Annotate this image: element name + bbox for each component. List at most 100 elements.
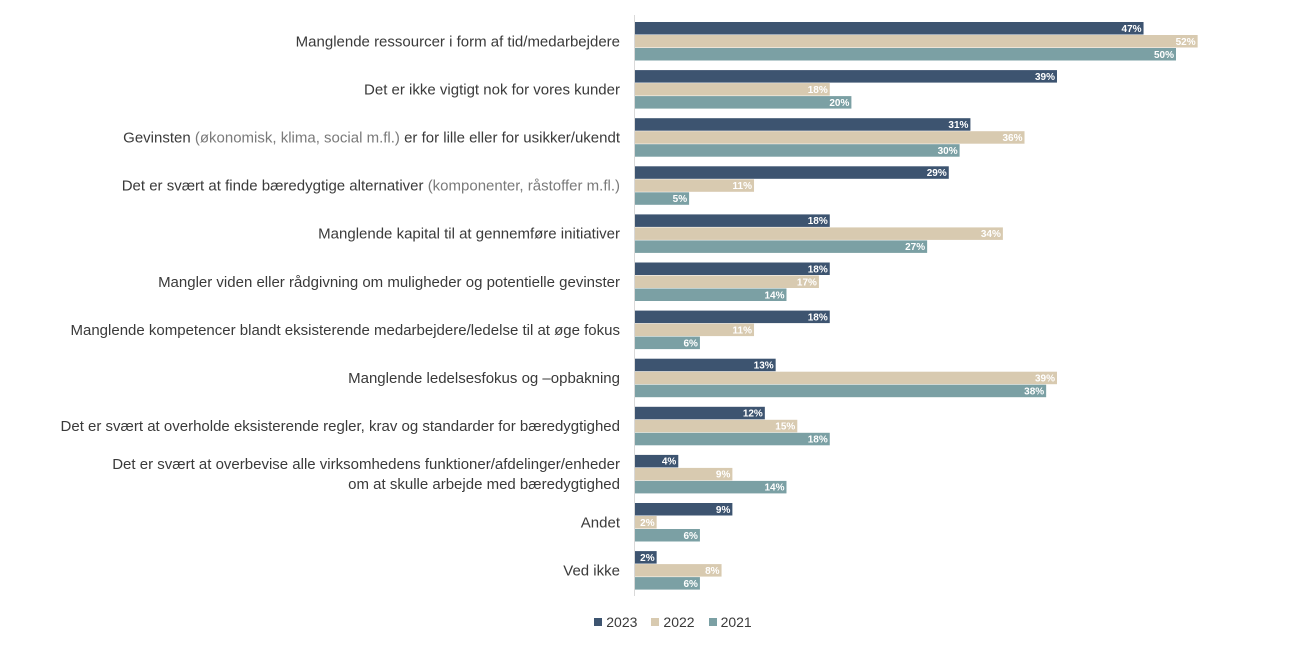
bar-2022	[635, 131, 1025, 144]
data-label: 29%	[927, 168, 947, 179]
category-label-part: Manglende ressourcer i form af tid/medar…	[296, 33, 620, 50]
data-label: 8%	[705, 566, 720, 577]
bar-2023	[635, 358, 776, 372]
data-label: 39%	[1035, 373, 1055, 384]
category-label-part: Manglende ledelsesfokus og –opbakning	[348, 370, 620, 387]
bar-2022	[635, 227, 1003, 240]
category-label: Det er svært at overholde eksisterende r…	[61, 418, 620, 435]
category-label-part: (økonomisk, klima, social m.fl.)	[195, 129, 400, 146]
bar-2022	[635, 323, 755, 337]
data-label: 30%	[938, 146, 958, 157]
category-label-part: Ved ikke	[563, 562, 620, 579]
category-label: Det er ikke vigtigt nok for vores kunder	[364, 81, 620, 98]
category-label: Mangler viden eller rådgivning om muligh…	[158, 274, 620, 291]
data-label: 17%	[797, 277, 817, 288]
bar-2023	[635, 118, 971, 131]
category-label: Manglende ledelsesfokus og –opbakning	[348, 370, 620, 387]
data-label: 5%	[673, 194, 688, 205]
data-label: 50%	[1154, 50, 1174, 61]
bar-2021	[635, 384, 1047, 398]
category-label-part: Det er svært at overholde eksisterende r…	[61, 418, 620, 435]
bar-2022	[635, 516, 657, 529]
data-label: 14%	[764, 483, 784, 494]
data-label: 14%	[764, 290, 784, 301]
category-label-part: Mangler viden eller rådgivning om muligh…	[158, 274, 620, 291]
bar-2022	[635, 275, 819, 288]
legend-item: 2022	[651, 614, 695, 630]
bar-2021	[635, 48, 1176, 61]
data-label: 11%	[733, 325, 753, 336]
data-label: 34%	[981, 229, 1001, 240]
bar-2023	[635, 22, 1144, 35]
category-label-part: Det er svært at finde bæredygtige altern…	[122, 178, 428, 195]
category-label: Andet	[581, 514, 621, 531]
category-label-line: Det er svært at overbevise alle virksomh…	[112, 456, 620, 473]
data-label: 18%	[808, 312, 828, 323]
bar-2022	[635, 371, 1057, 385]
legend-item: 2021	[708, 614, 752, 630]
legend-item: 2023	[594, 614, 637, 630]
category-label-part: Manglende kapital til at gennemføre init…	[318, 226, 620, 243]
data-label: 18%	[808, 264, 828, 275]
bar-2022	[635, 179, 755, 192]
data-label: 4%	[662, 457, 677, 468]
data-label: 15%	[775, 422, 795, 433]
bar-2022	[635, 467, 733, 481]
bar-2021	[635, 577, 700, 590]
data-label: 31%	[948, 120, 968, 131]
category-label: Gevinsten (økonomisk, klima, social m.fl…	[123, 129, 621, 146]
category-label: Det er svært at finde bæredygtige altern…	[122, 178, 620, 195]
category-label-part: er for lille eller for usikker/ukendt	[400, 129, 621, 146]
legend-label: 2021	[720, 614, 752, 630]
category-label: Manglende ressourcer i form af tid/medar…	[296, 33, 620, 50]
legend-swatch	[651, 618, 660, 626]
data-label: 6%	[683, 338, 698, 349]
bar-2023	[635, 70, 1057, 83]
bar-2021	[635, 336, 700, 350]
bar-2021	[635, 192, 690, 205]
category-label-part: Andet	[581, 514, 621, 531]
data-label: 52%	[1176, 37, 1196, 48]
category-label: Det er svært at overbevise alle virksomh…	[112, 456, 620, 493]
bar-2023	[635, 214, 830, 227]
data-label: 39%	[1035, 72, 1055, 83]
legend-swatch	[594, 618, 603, 626]
category-label-line: om at skulle arbejde med bæredygtighed	[348, 476, 620, 493]
data-label: 12%	[743, 409, 763, 420]
bar-2021	[635, 144, 960, 157]
data-label: 2%	[640, 553, 655, 564]
bar-2022	[635, 564, 722, 577]
category-label-part: (komponenter, råstoffer m.fl.)	[428, 178, 620, 195]
bar-2023	[635, 166, 949, 179]
category-label: Ved ikke	[563, 562, 620, 579]
data-label: 9%	[716, 505, 731, 516]
category-label-part: Gevinsten	[123, 129, 195, 146]
data-label: 47%	[1122, 24, 1142, 35]
legend-label: 2023	[606, 614, 638, 630]
legend: 2023 2022 2021	[0, 614, 1300, 630]
bar-2023	[635, 310, 830, 324]
data-label: 11%	[733, 181, 753, 192]
bar-2023	[635, 262, 830, 275]
data-label: 9%	[716, 470, 731, 481]
category-label-part: Manglende kompetencer blandt eksisterend…	[71, 322, 621, 339]
bar-2021	[635, 240, 928, 253]
bar-2023	[635, 406, 765, 420]
category-label: Manglende kompetencer blandt eksisterend…	[71, 322, 621, 339]
bar-2022	[635, 419, 798, 433]
data-label: 2%	[640, 518, 655, 529]
legend-swatch	[708, 618, 717, 626]
bar-2023	[635, 503, 733, 516]
bar-2023	[635, 551, 657, 564]
data-label: 20%	[829, 98, 849, 109]
bar-2022	[635, 83, 830, 96]
data-label: 38%	[1024, 386, 1044, 397]
category-label: Manglende kapital til at gennemføre init…	[318, 226, 620, 243]
bar-2021	[635, 480, 787, 494]
data-label: 18%	[808, 216, 828, 227]
data-label: 18%	[808, 85, 828, 96]
bar-2021	[635, 529, 700, 542]
bar-2021	[635, 432, 830, 446]
